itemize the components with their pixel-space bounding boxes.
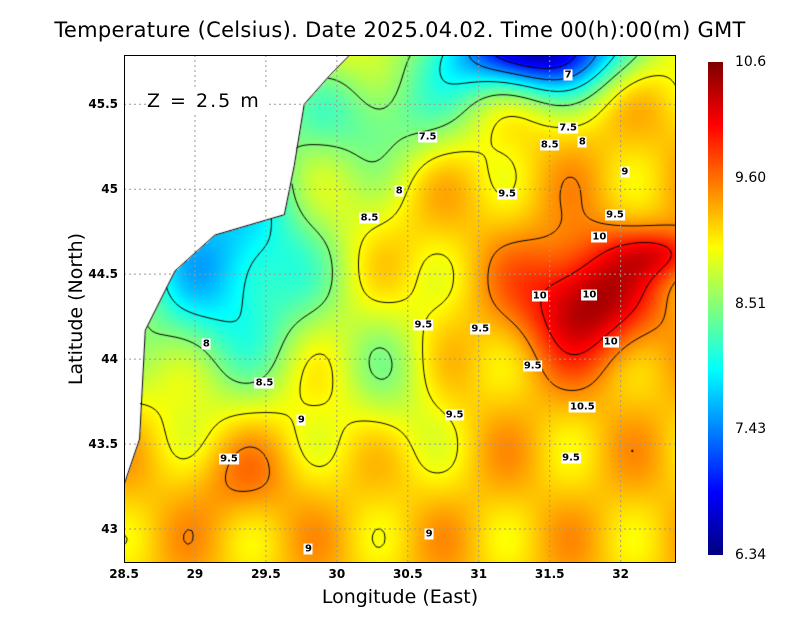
contour-label: 10 bbox=[602, 336, 619, 348]
colorbar-tick-label: 10.6 bbox=[735, 54, 767, 70]
contour-label: 9 bbox=[620, 166, 630, 178]
contour-label: 9.5 bbox=[522, 360, 543, 372]
contour-label: 9.5 bbox=[561, 452, 581, 464]
y-tick-label: 43 bbox=[101, 522, 118, 537]
plot-area: 7 7.5 7.5 8.5 8 8 8 9 9 9 9 9.5 9.5 9.5 9.5 9.5 9.5 9.5 9.… bbox=[124, 55, 676, 563]
contour-label: 9.5 bbox=[497, 188, 517, 200]
contour-label: 9 bbox=[424, 528, 434, 540]
colorbar-tick-label: 9.60 bbox=[735, 169, 767, 186]
x-tick-label: 30.5 bbox=[392, 567, 423, 581]
contour-label: 9 bbox=[296, 414, 306, 426]
y-tick-label: 44.5 bbox=[88, 267, 118, 282]
y-tick-label: 45.5 bbox=[88, 97, 118, 112]
x-tick-label: 31 bbox=[470, 567, 488, 581]
colorbar-tick-label: 8.51 bbox=[735, 295, 767, 312]
contour-label: 10.5 bbox=[569, 401, 596, 413]
contour-label: 10 bbox=[531, 290, 548, 302]
colorbar-tick-label: 7.43 bbox=[735, 420, 767, 437]
contour-label: 9.5 bbox=[605, 209, 625, 221]
contour-label: 7.5 bbox=[558, 122, 578, 134]
depth-annotation: Z = 2.5 m bbox=[147, 90, 267, 112]
colorbar-tick-label: 6.34 bbox=[735, 547, 767, 563]
contour-label: 8.5 bbox=[539, 139, 560, 151]
x-tick-label: 31.5 bbox=[534, 567, 565, 581]
x-axis-label: Longitude (East) bbox=[321, 586, 479, 608]
contour-label: 8.5 bbox=[254, 377, 275, 389]
contour-label: 7.5 bbox=[417, 131, 438, 143]
contour-label: 8 bbox=[201, 338, 211, 350]
x-tick-label: 30 bbox=[328, 567, 346, 581]
y-tick-label: 45 bbox=[101, 182, 118, 197]
y-tick-label: 44 bbox=[101, 352, 118, 367]
colorbar bbox=[708, 62, 723, 555]
contour-label: 8 bbox=[577, 136, 587, 148]
x-tick-label: 32 bbox=[612, 567, 630, 581]
x-tick-label: 28.5 bbox=[109, 567, 139, 581]
x-tick-label: 29 bbox=[186, 567, 204, 581]
contour-label: 10 bbox=[581, 289, 598, 301]
contour-label: 9.5 bbox=[444, 409, 465, 421]
contour-label: 9.5 bbox=[219, 453, 239, 465]
contour-label: 8 bbox=[394, 185, 404, 197]
x-tick-label: 29.5 bbox=[251, 567, 281, 581]
grid-layer bbox=[124, 55, 676, 563]
contour-label: 7 bbox=[563, 69, 573, 81]
chart-title: Temperature (Celsius). Date 2025.04.02. … bbox=[54, 18, 746, 42]
contour-label: 9.5 bbox=[470, 323, 491, 335]
y-tick-label: 43.5 bbox=[88, 437, 118, 452]
contour-label: 10 bbox=[591, 231, 608, 243]
contour-label: 9 bbox=[303, 543, 313, 555]
contour-label: 8.5 bbox=[359, 212, 380, 224]
contour-label: 9.5 bbox=[413, 319, 434, 331]
y-axis-label: Latitude (North) bbox=[65, 232, 87, 386]
